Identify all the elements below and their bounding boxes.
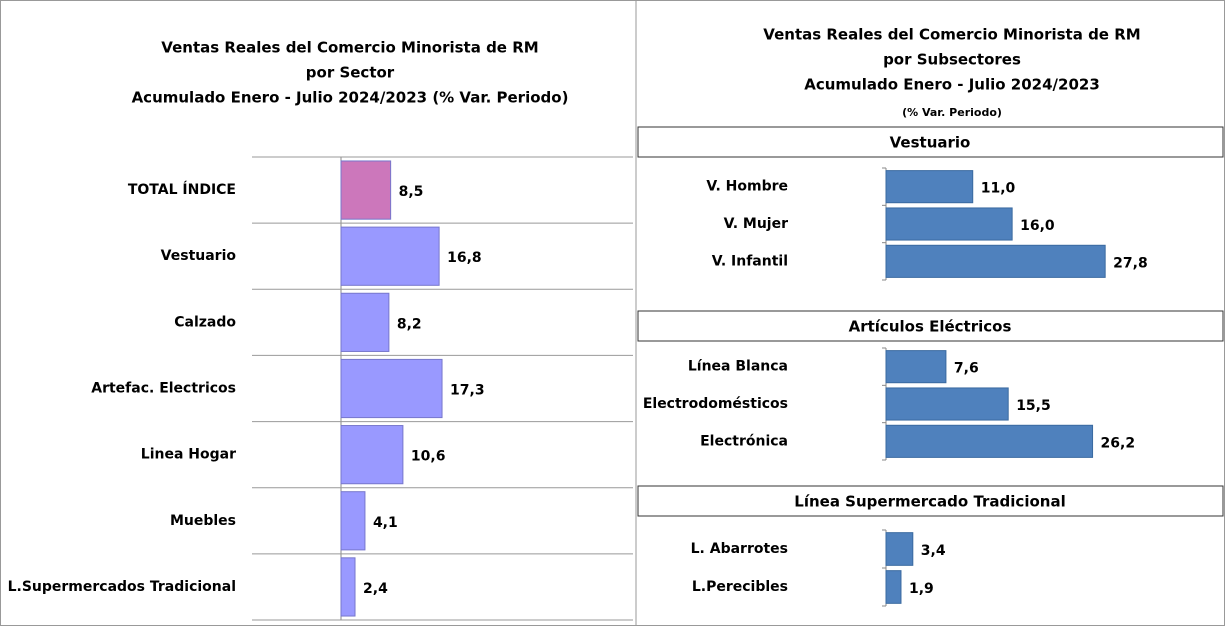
value-label: 2,4 — [363, 581, 388, 597]
bar — [885, 570, 902, 604]
bar — [885, 244, 1106, 278]
category-label: Muebles — [170, 513, 236, 529]
value-label: 8,5 — [399, 184, 424, 200]
bar — [885, 532, 914, 566]
category-label: Línea Blanca — [688, 359, 788, 375]
bar — [340, 226, 440, 286]
value-label: 16,0 — [1020, 218, 1055, 234]
category-label: Linea Hogar — [141, 447, 236, 463]
section-header — [637, 126, 1224, 158]
chart-title: Acumulado Enero - Julio 2024/2023 — [804, 76, 1100, 94]
chart-title: por Subsectores — [883, 51, 1021, 69]
category-label: L. Abarrotes — [691, 541, 788, 557]
category-label: TOTAL ÍNDICE — [128, 181, 236, 198]
value-label: 1,9 — [909, 581, 934, 597]
bar — [885, 424, 1094, 458]
bar — [340, 358, 443, 419]
bar — [340, 292, 390, 352]
category-label: L.Perecibles — [692, 579, 788, 595]
bar — [340, 425, 404, 485]
value-label: 27,8 — [1113, 255, 1148, 271]
value-label: 15,5 — [1016, 398, 1051, 414]
bar — [340, 491, 366, 551]
value-label: 26,2 — [1101, 435, 1136, 451]
chart-title: Ventas Reales del Comercio Minorista de … — [763, 26, 1140, 44]
value-label: 7,6 — [954, 361, 979, 377]
value-label: 10,6 — [411, 449, 446, 465]
value-label: 11,0 — [981, 181, 1016, 197]
category-label: V. Infantil — [712, 253, 788, 269]
bar — [340, 160, 392, 220]
category-label: V. Mujer — [724, 216, 788, 232]
section-header — [637, 485, 1224, 517]
bar — [340, 557, 356, 617]
value-label: 4,1 — [373, 515, 398, 531]
category-label: Electrónica — [700, 433, 788, 449]
bar — [885, 387, 1009, 421]
bar — [885, 170, 974, 204]
section-title: Línea Supermercado Tradicional — [794, 493, 1065, 511]
category-label: V. Hombre — [706, 179, 788, 195]
chart-title: Ventas Reales del Comercio Minorista de … — [161, 39, 538, 57]
value-label: 3,4 — [921, 543, 946, 559]
category-label: L.Supermercados Tradicional — [8, 579, 236, 595]
value-label: 16,8 — [447, 250, 482, 266]
bar — [885, 207, 1013, 241]
chart-title: por Sector — [306, 64, 395, 82]
section-header — [637, 310, 1224, 342]
chart-subtitle: (% Var. Periodo) — [902, 106, 1002, 119]
section-title: Artículos Eléctricos — [849, 318, 1012, 336]
chart-title: Acumulado Enero - Julio 2024/2023 (% Var… — [132, 89, 569, 107]
section-title: Vestuario — [890, 134, 971, 152]
value-label: 8,2 — [397, 316, 422, 332]
value-label: 17,3 — [450, 383, 485, 399]
category-label: Electrodomésticos — [643, 396, 788, 412]
bar — [885, 350, 947, 384]
category-label: Vestuario — [161, 248, 237, 264]
category-label: Artefac. Electricos — [91, 381, 236, 397]
category-label: Calzado — [174, 314, 236, 330]
